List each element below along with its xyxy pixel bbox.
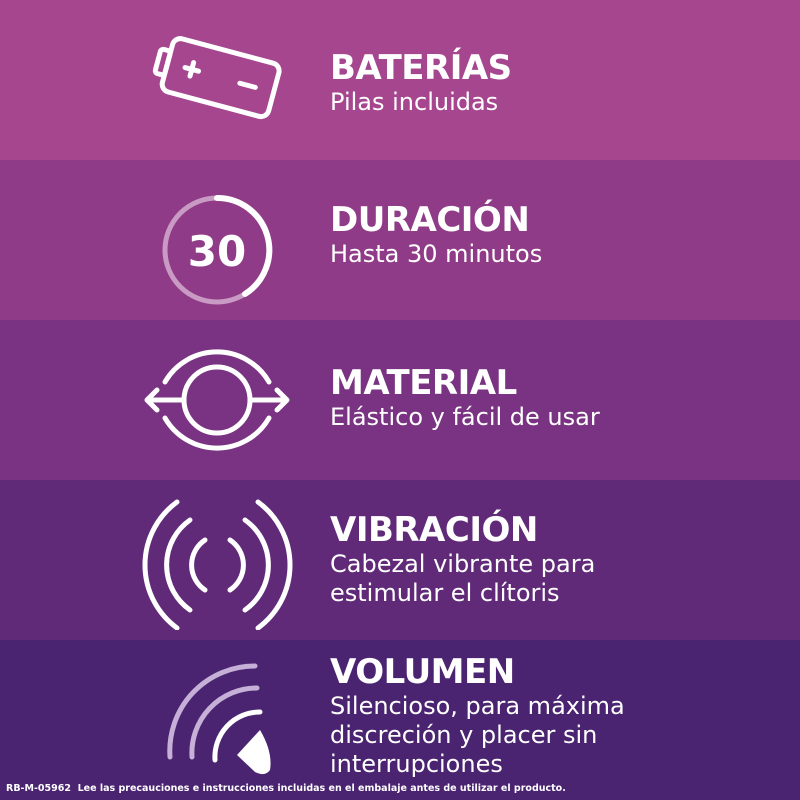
feature-title: VIBRACIÓN: [330, 510, 538, 550]
volume-icon: [167, 663, 271, 775]
feature-baterias: BATERÍAS Pilas incluidas: [0, 0, 800, 160]
feature-title: DURACIÓN: [330, 200, 530, 240]
feature-description: discreción y placer sin: [330, 721, 598, 749]
feature-description: Elástico y fácil de usar: [330, 403, 600, 431]
precautions-text: Lee las precauciones e instrucciones inc…: [77, 783, 566, 794]
feature-volumen: VOLUMEN Silencioso, para máxima discreci…: [0, 640, 800, 800]
feature-title: MATERIAL: [330, 363, 517, 403]
feature-description: Cabezal vibrante para: [330, 550, 596, 578]
timer-30-icon: 30: [162, 194, 273, 305]
feature-description: Silencioso, para máxima: [330, 692, 625, 720]
feature-description: estimular el clítoris: [330, 579, 560, 607]
feature-duracion: 30 DURACIÓN Hasta 30 minutos: [0, 160, 800, 320]
vibration-icon: [142, 499, 293, 630]
stretch-circle-icon: [144, 349, 290, 451]
feature-description: interrupciones: [330, 750, 503, 778]
feature-material: MATERIAL Elástico y fácil de usar: [0, 320, 800, 480]
feature-description: Hasta 30 minutos: [330, 240, 543, 268]
feature-description: Pilas incluidas: [330, 88, 499, 116]
footer-notice: RB-M-05962 Lee las precauciones e instru…: [6, 783, 566, 794]
battery-icon: [152, 36, 282, 120]
feature-title: BATERÍAS: [330, 48, 512, 88]
product-code: RB-M-05962: [6, 783, 71, 794]
feature-title: VOLUMEN: [330, 652, 515, 692]
feature-vibracion: VIBRACIÓN Cabezal vibrante para estimula…: [0, 480, 800, 640]
timer-value: 30: [188, 227, 246, 276]
